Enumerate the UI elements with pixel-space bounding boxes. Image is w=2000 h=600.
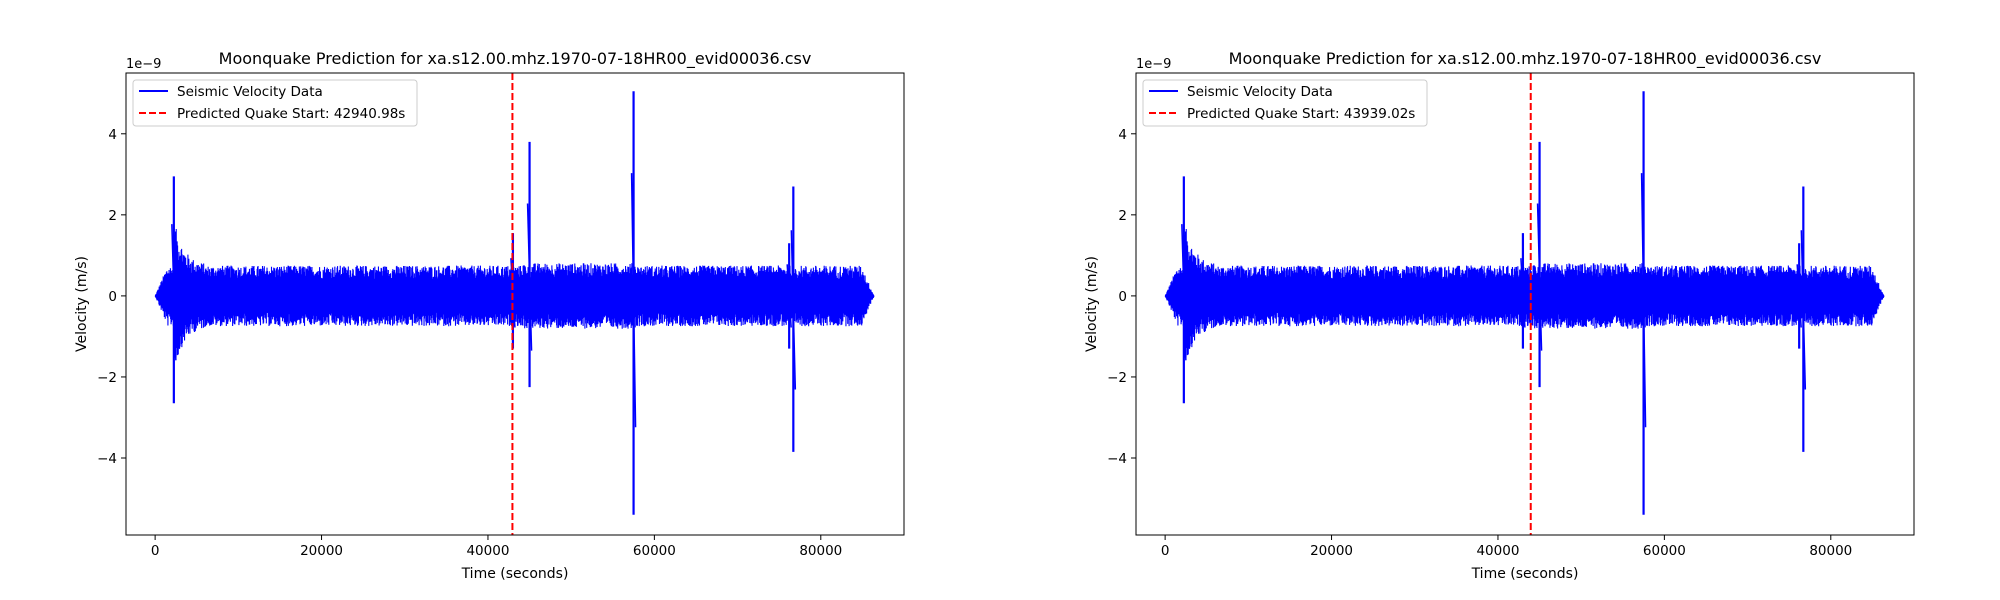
plot-area-left: 0 20000 40000 60000 80000 −4 −2 0 2 4 [97, 72, 905, 559]
signal-spike-body [1800, 230, 1807, 390]
y-axis-ticks: −4 −2 0 2 4 [1107, 127, 1136, 467]
legend: Seismic Velocity Data Predicted Quake St… [1142, 79, 1428, 127]
signal-spike-body [1520, 258, 1526, 328]
x-axis-label: Time (seconds) [461, 566, 569, 582]
x-axis-ticks: 0 20000 40000 60000 80000 [151, 535, 842, 559]
y-offset-label: 1e−9 [1136, 57, 1171, 72]
signal-spike-body [786, 264, 792, 328]
legend-label-signal: Seismic Velocity Data [177, 84, 323, 100]
y-tick-label: −2 [97, 370, 117, 386]
signal-spike-body [526, 203, 533, 351]
seismic-signal [1164, 91, 1885, 515]
chart-right: Moonquake Prediction for xa.s12.00.mhz.1… [1084, 49, 1915, 582]
legend: Seismic Velocity Data Predicted Quake St… [132, 79, 418, 127]
seismic-waveform [154, 222, 875, 358]
axes-border [1135, 72, 1915, 536]
y-tick-label: −4 [97, 451, 117, 467]
legend-label-prediction: Predicted Quake Start: 43939.02s [1187, 106, 1415, 122]
axes-border [125, 72, 905, 536]
x-axis-ticks: 0 20000 40000 60000 80000 [1161, 535, 1852, 559]
legend-box [1142, 79, 1428, 127]
x-tick-label: 60000 [1643, 543, 1686, 559]
signal-spike-body [630, 173, 637, 428]
y-axis-label: Velocity (m/s) [1084, 256, 1100, 352]
x-tick-label: 80000 [799, 543, 842, 559]
signal-spike-body [1536, 203, 1543, 351]
y-tick-label: 4 [108, 127, 117, 143]
y-tick-label: 2 [108, 208, 117, 224]
y-tick-label: −4 [1107, 451, 1127, 467]
x-tick-label: 40000 [1476, 543, 1519, 559]
signal-spike-body [1796, 264, 1802, 328]
x-tick-label: 40000 [466, 543, 509, 559]
plot-area-right: 0 20000 40000 60000 80000 −4 −2 0 2 4 [1107, 72, 1915, 559]
x-axis-label: Time (seconds) [1471, 566, 1579, 582]
y-tick-label: −2 [1107, 370, 1127, 386]
x-tick-label: 60000 [633, 543, 676, 559]
signal-spike-body [171, 224, 177, 361]
y-offset-label: 1e−9 [126, 57, 161, 72]
y-axis-label: Velocity (m/s) [74, 256, 90, 352]
signal-spike-body [1640, 173, 1647, 428]
y-tick-label: 0 [1118, 289, 1127, 305]
y-axis-ticks: −4 −2 0 2 4 [97, 127, 126, 467]
x-tick-label: 80000 [1809, 543, 1852, 559]
signal-spike-body [790, 230, 797, 390]
x-tick-label: 0 [1161, 543, 1170, 559]
chart-title: Moonquake Prediction for xa.s12.00.mhz.1… [219, 49, 812, 69]
seismic-waveform [1164, 222, 1885, 358]
y-tick-label: 2 [1118, 208, 1127, 224]
y-tick-label: 4 [1118, 127, 1127, 143]
x-tick-label: 0 [151, 543, 160, 559]
chart-left: Moonquake Prediction for xa.s12.00.mhz.1… [74, 49, 905, 582]
signal-spike-body [1181, 224, 1187, 361]
legend-box [132, 79, 418, 127]
x-tick-label: 20000 [1310, 543, 1353, 559]
legend-label-prediction: Predicted Quake Start: 42940.98s [177, 106, 405, 122]
legend-label-signal: Seismic Velocity Data [1187, 84, 1333, 100]
chart-title: Moonquake Prediction for xa.s12.00.mhz.1… [1229, 49, 1822, 69]
y-tick-label: 0 [108, 289, 117, 305]
x-tick-label: 20000 [300, 543, 343, 559]
